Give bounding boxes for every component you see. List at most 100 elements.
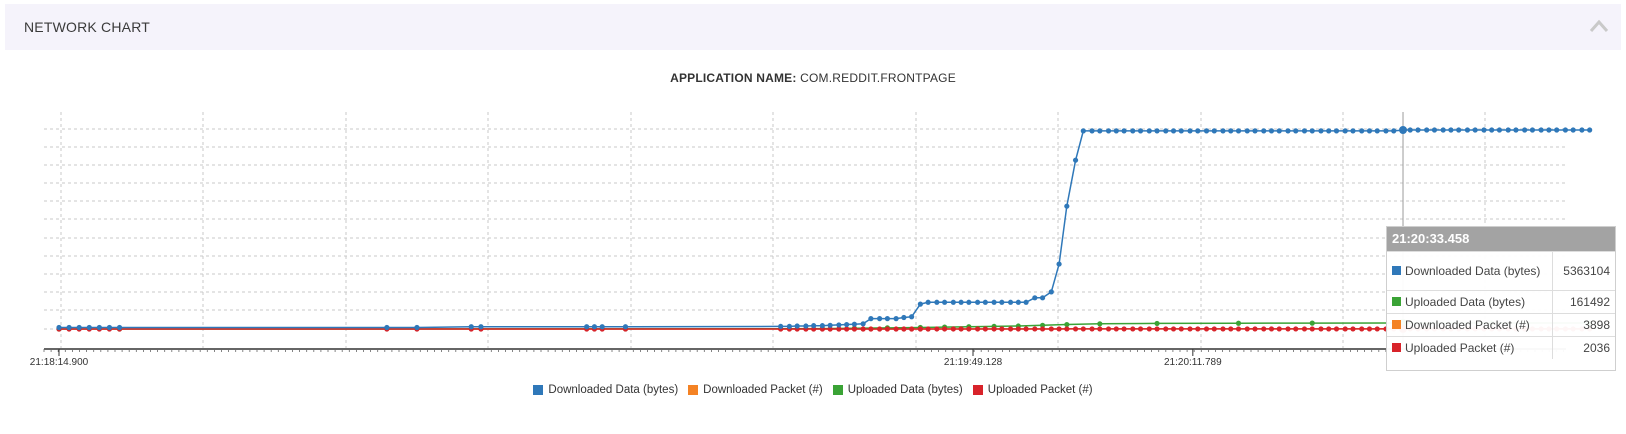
x-tick-label: 21:18:14.900 <box>30 357 89 368</box>
data-point <box>1130 326 1136 332</box>
data-point <box>893 316 899 322</box>
data-point <box>1178 128 1184 134</box>
data-point <box>925 326 931 332</box>
data-point <box>786 323 793 330</box>
tooltip-row: Downloaded Data (bytes) 5363104 <box>1387 251 1615 291</box>
data-point <box>925 299 931 305</box>
data-point <box>76 324 82 331</box>
data-point <box>950 299 956 305</box>
data-point <box>1032 326 1038 332</box>
data-point <box>1097 321 1103 327</box>
data-point <box>827 322 833 328</box>
data-point <box>1309 320 1315 326</box>
data-point <box>1285 128 1291 134</box>
tooltip-swatch <box>1392 266 1401 275</box>
data-point <box>1301 128 1308 134</box>
chart-grid <box>44 112 1566 348</box>
data-point <box>1064 326 1070 332</box>
chart-tooltip: 21:20:33.458 Downloaded Data (bytes) 5363… <box>1386 226 1616 371</box>
data-point <box>1448 127 1454 133</box>
data-point <box>56 324 62 331</box>
tooltip-row: Uploaded Packet (#) 2036 <box>1387 336 1615 359</box>
data-point <box>958 299 964 305</box>
tooltip-row-label: Downloaded Packet (#) <box>1405 318 1530 332</box>
data-point <box>1252 128 1258 134</box>
data-point <box>1464 127 1471 133</box>
data-point <box>851 326 858 332</box>
data-point <box>116 324 123 331</box>
data-point <box>1399 126 1408 134</box>
data-point <box>1522 127 1528 133</box>
data-point <box>884 316 890 322</box>
legend-item[interactable]: Uploaded Data (bytes) <box>832 384 963 396</box>
application-name-value: COM.REDDIT.FRONTPAGE <box>800 71 956 85</box>
application-name-label: APPLICATION NAME: <box>670 71 797 85</box>
data-point <box>1407 127 1413 133</box>
tooltip-row-label-cell: Uploaded Data (bytes) <box>1387 290 1553 314</box>
data-point <box>1318 326 1324 332</box>
data-point <box>1105 128 1112 134</box>
data-point <box>468 324 474 330</box>
data-point <box>1163 326 1169 332</box>
data-point <box>1203 128 1210 134</box>
data-point <box>1359 128 1365 134</box>
data-point <box>1268 326 1275 332</box>
data-point <box>999 299 1005 305</box>
data-point <box>1211 128 1217 134</box>
data-point <box>1072 157 1079 163</box>
chart-x-tick-labels: 21:18:14.900 21:19:49.128 21:20:11.789 <box>30 349 1222 368</box>
network-chart[interactable]: 21:18:14.900 21:19:49.128 21:20:11.789 <box>0 0 1626 380</box>
data-point <box>868 326 874 332</box>
legend-item[interactable]: Uploaded Packet (#) <box>972 384 1093 396</box>
data-point <box>1587 127 1593 133</box>
data-point <box>1350 326 1356 332</box>
data-point <box>966 299 972 305</box>
data-point <box>917 301 923 307</box>
data-point <box>1039 326 1046 332</box>
data-point <box>1309 326 1315 332</box>
data-point <box>1056 326 1062 332</box>
legend-item[interactable]: Downloaded Data (bytes) <box>533 384 678 396</box>
series-downloaded-data-bytes <box>56 126 1593 331</box>
data-point <box>1130 128 1136 134</box>
data-point <box>1529 127 1536 133</box>
data-point <box>1276 326 1282 332</box>
data-point <box>1048 326 1054 332</box>
data-point <box>1489 127 1495 133</box>
data-point <box>884 326 890 332</box>
data-point <box>1032 295 1038 301</box>
tooltip-row-value: 161492 <box>1552 290 1615 314</box>
data-point <box>1228 128 1234 134</box>
data-point <box>1554 127 1560 133</box>
legend-item[interactable]: Downloaded Packet (#) <box>688 384 823 396</box>
tooltip-row-label: Downloaded Data (bytes) <box>1405 264 1541 278</box>
data-point <box>1505 127 1511 133</box>
data-point <box>836 322 842 328</box>
data-point <box>1154 326 1160 332</box>
legend-label: Downloaded Packet (#) <box>703 384 823 396</box>
data-point <box>106 324 113 331</box>
data-point <box>851 321 858 327</box>
tooltip-time: 21:20:33.458 <box>1387 227 1615 251</box>
data-point <box>1472 127 1478 133</box>
data-point <box>982 299 988 305</box>
data-point <box>1440 127 1446 133</box>
data-point <box>877 326 883 332</box>
data-point <box>999 326 1005 332</box>
data-point <box>1023 299 1029 305</box>
data-point <box>1318 128 1324 134</box>
data-point <box>1097 326 1103 332</box>
data-point <box>1089 326 1095 332</box>
data-point <box>811 323 817 329</box>
chevron-up-icon[interactable] <box>1589 19 1609 33</box>
data-point <box>1374 326 1380 332</box>
data-point <box>1342 128 1348 134</box>
data-point <box>1015 299 1021 305</box>
data-point <box>622 324 629 330</box>
panel-title: NETWORK CHART <box>24 19 151 35</box>
data-point <box>1350 128 1356 134</box>
data-point <box>1293 128 1299 134</box>
data-point <box>1137 326 1144 332</box>
data-point <box>1211 326 1217 332</box>
data-point <box>877 316 883 322</box>
